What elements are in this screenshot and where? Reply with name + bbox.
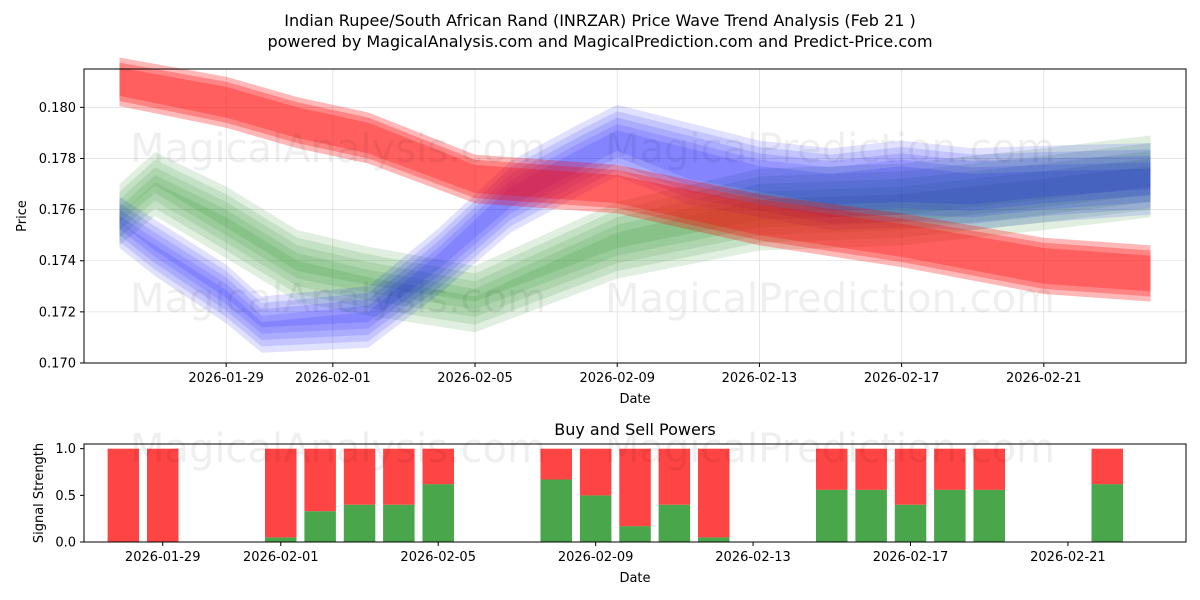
buy-bar (855, 489, 887, 542)
chart-title-line1: Indian Rupee/South African Rand (INRZAR)… (284, 11, 915, 30)
blue-wave-band (119, 111, 1151, 334)
sell-bar (579, 448, 612, 496)
sell-bar (265, 448, 297, 538)
signal-y-tick-label: 0.5 (55, 489, 76, 504)
sell-bar (147, 448, 179, 542)
green-wave-band (119, 150, 1151, 317)
buy-bar (383, 504, 415, 542)
sell-bar (422, 448, 454, 485)
price-x-tick-label: 2026-02-21 (1006, 371, 1082, 386)
price-panel-frame (83, 68, 1187, 364)
signal-y-label: Signal Strength (32, 443, 47, 543)
sell-bar (698, 448, 730, 538)
price-x-tick-label: 2026-02-13 (722, 371, 798, 386)
buy-bar (698, 537, 730, 542)
buy-bar (343, 504, 376, 542)
watermark-top-right: MagicalPrediction.com (605, 126, 1055, 172)
price-y-tick-label: 0.172 (39, 305, 76, 320)
watermark-bottom-right: MagicalPrediction.com (605, 426, 1055, 472)
sell-bar (619, 448, 651, 527)
buy-bar (304, 511, 336, 542)
green-wave-band (119, 166, 1151, 333)
signal-panel: Buy and Sell Powers MagicalAnalysis.com … (32, 420, 1187, 586)
blue-wave-band (119, 124, 1151, 347)
signal-x-label: Date (619, 571, 650, 586)
price-y-tick-label: 0.170 (39, 357, 76, 372)
blue-wave-band (119, 117, 1151, 340)
sell-bar (540, 448, 572, 480)
signal-y-axis: 0.0 0.5 1.0 (55, 442, 84, 551)
buy-bar (540, 479, 572, 542)
buy-bar (265, 537, 297, 542)
watermark-mid-left: MagicalAnalysis.com (130, 276, 546, 322)
signal-panel-frame (83, 443, 1187, 543)
price-x-label: Date (619, 392, 650, 407)
red-wave-band (119, 62, 1151, 297)
sell-bar (383, 448, 415, 505)
price-watermarks: MagicalAnalysis.com MagicalPrediction.co… (130, 126, 1055, 322)
signal-x-tick-label: 2026-02-17 (873, 550, 949, 565)
price-x-tick-label: 2026-01-29 (188, 371, 264, 386)
blue-wave-band (119, 104, 1151, 328)
green-wave-band (119, 158, 1151, 325)
signal-watermarks: MagicalAnalysis.com MagicalPrediction.co… (130, 426, 1055, 472)
signal-x-tick-label: 2026-02-21 (1030, 550, 1106, 565)
sell-bar (1091, 448, 1123, 485)
signal-x-tick-label: 2026-02-05 (400, 550, 476, 565)
blue-wave-band (119, 130, 1151, 353)
chart-title-line2: powered by MagicalAnalysis.com and Magic… (267, 32, 932, 51)
buy-bar (1091, 484, 1123, 542)
price-x-tick-label: 2026-02-05 (437, 371, 513, 386)
green-wave-band (119, 135, 1151, 302)
signal-title: Buy and Sell Powers (554, 420, 716, 439)
signal-bars (107, 448, 1123, 542)
sell-bar (304, 448, 336, 512)
signal-x-axis: 2026-01-29 2026-02-01 2026-02-05 2026-02-09… (125, 542, 1106, 565)
signal-x-tick-label: 2026-01-29 (125, 550, 201, 565)
price-y-tick-label: 0.174 (39, 254, 76, 269)
buy-bar (816, 489, 848, 542)
price-y-axis: 0.170 0.172 0.174 0.176 0.178 0.180 (39, 101, 84, 372)
buy-bar (973, 489, 1005, 542)
red-wave-band (119, 67, 1151, 302)
price-wave-bands (119, 57, 1151, 353)
red-wave-band (119, 57, 1151, 292)
buy-bar (619, 526, 651, 542)
green-wave-band (119, 143, 1151, 310)
price-y-tick-label: 0.178 (39, 152, 76, 167)
signal-x-tick-label: 2026-02-09 (558, 550, 634, 565)
sell-bar (973, 448, 1005, 490)
signal-x-tick-label: 2026-02-01 (243, 550, 319, 565)
signal-x-tick-label: 2026-02-13 (715, 550, 791, 565)
price-x-tick-label: 2026-02-09 (579, 371, 655, 386)
price-panel: MagicalAnalysis.com MagicalPrediction.co… (15, 57, 1187, 407)
sell-bar (343, 448, 376, 505)
price-x-axis: 2026-01-29 2026-02-01 2026-02-05 2026-02-09… (188, 363, 1082, 386)
signal-y-tick-label: 1.0 (55, 442, 76, 457)
watermark-top-left: MagicalAnalysis.com (130, 126, 546, 172)
sell-bar (855, 448, 887, 490)
buy-bar (658, 504, 691, 542)
sell-bar (107, 448, 140, 542)
sell-bar (816, 448, 848, 490)
watermark-mid-right: MagicalPrediction.com (605, 276, 1055, 322)
price-x-tick-label: 2026-02-17 (864, 371, 940, 386)
price-y-label: Price (15, 200, 30, 232)
price-x-tick-label: 2026-02-01 (295, 371, 371, 386)
sell-bar (894, 448, 927, 505)
price-y-tick-label: 0.176 (39, 203, 76, 218)
buy-bar (579, 495, 612, 542)
buy-bar (934, 489, 966, 542)
price-y-tick-label: 0.180 (39, 101, 76, 116)
watermark-bottom-left: MagicalAnalysis.com (130, 426, 546, 472)
signal-y-tick-label: 0.0 (55, 536, 76, 551)
sell-bar (934, 448, 966, 490)
sell-bar (658, 448, 691, 505)
buy-bar (894, 504, 927, 542)
buy-bar (422, 484, 454, 542)
